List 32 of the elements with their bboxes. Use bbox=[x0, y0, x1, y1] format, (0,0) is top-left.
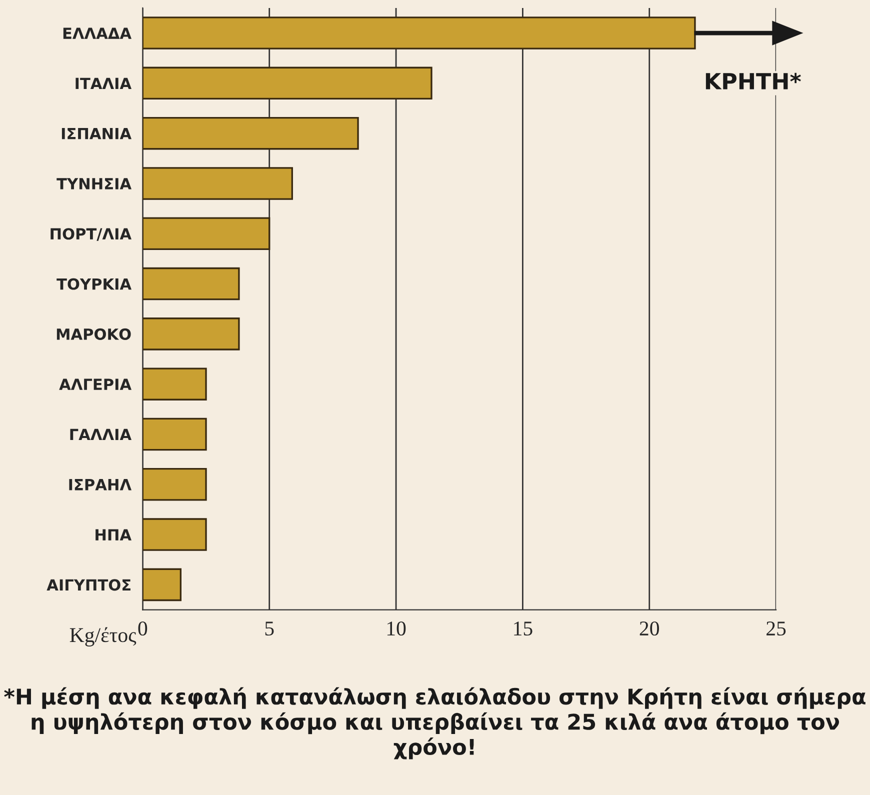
bar bbox=[142, 468, 207, 501]
y-tick-label: ΙΤΑΛΙΑ bbox=[76, 78, 132, 89]
x-tick-label: 25 bbox=[766, 622, 786, 636]
y-tick-label: ΕΛΛΑΔΑ bbox=[63, 28, 132, 39]
y-tick-label: ΗΠΑ bbox=[96, 529, 132, 540]
bar bbox=[142, 116, 359, 150]
bar bbox=[142, 368, 207, 400]
annotation: ΚΡΗΤΗ* bbox=[706, 72, 801, 90]
bar bbox=[142, 217, 270, 250]
y-tick-label: ΤΥΝΗΣΙΑ bbox=[56, 178, 132, 190]
y-tick-label: ΤΟΥΡΚΙΑ bbox=[56, 278, 132, 290]
bar bbox=[142, 568, 182, 602]
bar bbox=[142, 167, 293, 200]
bar bbox=[142, 518, 207, 551]
bar bbox=[142, 267, 240, 300]
y-tick-label: ΙΣΠΑΝΙΑ bbox=[62, 128, 132, 140]
x-tick-label: 5 bbox=[265, 622, 274, 636]
bar bbox=[142, 418, 207, 451]
y-tick-label: ΑΙΓΥΠΤΟΣ bbox=[46, 579, 130, 591]
x-tick-label: 10 bbox=[387, 621, 406, 636]
y-tick-label: ΜΑΡΟΚΟ bbox=[56, 328, 131, 340]
x-tick-label: 15 bbox=[514, 622, 532, 636]
y-tick-label: ΑΛΓΕΡΙΑ bbox=[59, 378, 132, 390]
y-tick-label: ΓΑΛΛΙΑ bbox=[70, 428, 132, 440]
y-tick-label: ΠΟΡΤ/ΛΙΑ bbox=[50, 228, 132, 241]
bar bbox=[142, 66, 432, 100]
bar bbox=[142, 318, 240, 350]
x-axis-title: Kg/έτος bbox=[70, 627, 136, 646]
x-tick-label: 20 bbox=[640, 621, 659, 636]
text: *Η μέση ανα κεφαλή κατανάλωση ελαιόλαδου στην Κρήτη είναι σήμερα η υψηλότερη στον κόσμο και υπερβαίνει τα 25 κιλά ανα άτομο τον χρόνο! bbox=[4, 687, 866, 760]
y-tick-label: ΙΣΡΑΗΛ bbox=[69, 479, 132, 490]
x-tick-label: 0 bbox=[138, 621, 148, 636]
